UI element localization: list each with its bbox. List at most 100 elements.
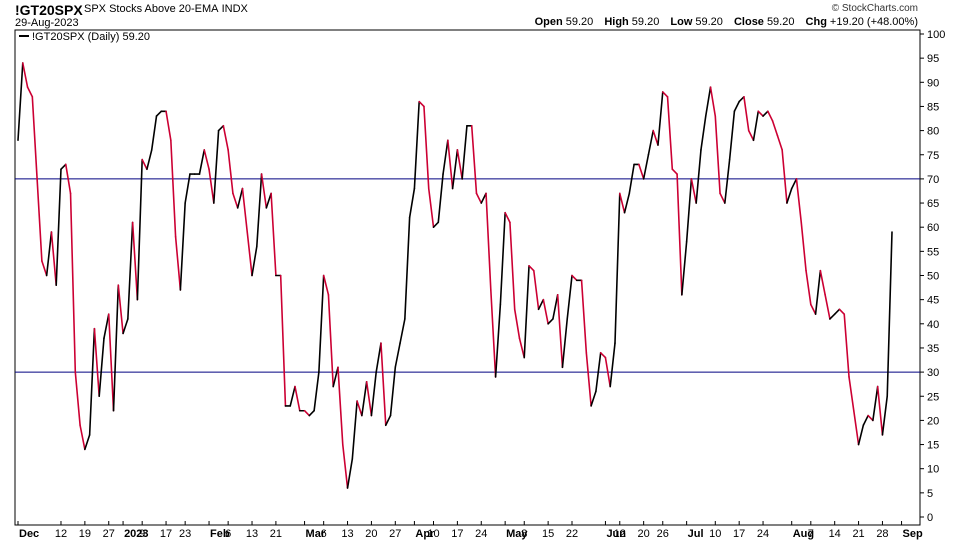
line-segment xyxy=(805,269,812,306)
line-segment xyxy=(819,269,826,296)
line-segment xyxy=(623,192,631,214)
x-tick-label: 19 xyxy=(79,528,91,540)
y-tick-label: 35 xyxy=(927,343,939,355)
x-tick-label: 6 xyxy=(321,528,327,540)
line-segment xyxy=(762,110,769,117)
x-tick-label: 17 xyxy=(451,528,463,540)
line-segment xyxy=(88,327,96,436)
line-segment xyxy=(733,100,740,113)
line-segment xyxy=(45,231,53,277)
line-segment xyxy=(652,129,659,146)
line-segment xyxy=(423,105,430,190)
y-tick-label: 25 xyxy=(927,391,939,403)
line-segment xyxy=(690,178,697,204)
line-segment xyxy=(141,158,148,171)
line-segment xyxy=(537,298,545,311)
line-segment xyxy=(547,318,554,325)
line-segment xyxy=(222,124,229,151)
x-tick-label: 7 xyxy=(808,528,814,540)
line-segment xyxy=(881,395,889,436)
line-segment xyxy=(681,240,688,296)
line-segment xyxy=(136,158,143,301)
line-segment xyxy=(571,274,578,282)
x-tick-label: 17 xyxy=(733,528,745,540)
ohlc-readout: Open 59.20 High 59.20 Low 59.20 Close 59.20 … xyxy=(527,16,918,28)
legend: !GT20SPX (Daily) 59.20 xyxy=(19,31,150,43)
line-segment xyxy=(523,265,530,359)
y-tick-label: 95 xyxy=(927,53,939,65)
line-segment xyxy=(432,221,440,228)
line-segment xyxy=(64,163,72,195)
line-segment xyxy=(308,409,315,417)
line-segment xyxy=(738,95,745,103)
line-segment xyxy=(131,221,139,301)
high-label: High xyxy=(604,16,629,28)
x-tick-label: Aug xyxy=(793,528,814,540)
line-segment xyxy=(666,95,674,171)
line-segment xyxy=(241,187,249,233)
line-segment xyxy=(60,163,67,171)
line-segment xyxy=(843,313,850,378)
x-tick-label: 24 xyxy=(475,528,487,540)
line-segment xyxy=(513,308,521,340)
line-segment xyxy=(318,274,325,373)
line-segment xyxy=(198,149,206,175)
line-segment xyxy=(170,139,177,238)
line-segment xyxy=(638,163,645,180)
line-segment xyxy=(695,149,702,204)
line-segment xyxy=(117,284,124,335)
line-segment xyxy=(580,279,588,354)
line-segment xyxy=(255,173,263,248)
x-tick-label: 21 xyxy=(270,528,282,540)
x-tick-label: 27 xyxy=(103,528,115,540)
line-segment xyxy=(728,110,736,161)
line-segment xyxy=(289,385,296,407)
x-tick-label: 26 xyxy=(657,528,669,540)
line-segment xyxy=(552,294,559,320)
y-tick-label: 70 xyxy=(927,174,939,186)
line-segment xyxy=(384,414,392,427)
line-segment xyxy=(556,294,564,369)
line-segment xyxy=(867,414,874,422)
line-segment xyxy=(442,139,449,175)
line-segment xyxy=(824,294,831,320)
line-segment xyxy=(747,129,755,142)
line-segment xyxy=(857,424,865,446)
line-segment xyxy=(542,298,549,325)
line-segment xyxy=(303,409,311,417)
x-tick-label: Feb xyxy=(210,528,230,540)
low-value: 59.20 xyxy=(695,16,723,28)
line-segment xyxy=(74,371,81,427)
high-value: 59.20 xyxy=(631,16,660,28)
y-tick-label: 100 xyxy=(927,29,945,41)
line-segment xyxy=(41,260,48,277)
line-segment xyxy=(127,221,134,320)
line-segment xyxy=(265,192,272,209)
y-tick-label: 40 xyxy=(927,319,939,331)
line-segment xyxy=(55,168,62,286)
line-segment xyxy=(685,178,693,243)
line-segment xyxy=(375,342,382,373)
line-segment xyxy=(848,376,855,412)
line-segment xyxy=(146,149,153,171)
x-tick-label: 21 xyxy=(852,528,864,540)
x-tick-label: 10 xyxy=(427,528,439,540)
line-segment xyxy=(427,187,435,228)
line-segment xyxy=(814,269,822,315)
line-segment xyxy=(838,308,846,315)
x-tick-label: 24 xyxy=(757,528,769,540)
x-tick-label: 12 xyxy=(614,528,626,540)
line-segment xyxy=(528,265,535,272)
line-segment xyxy=(480,192,487,204)
line-segment xyxy=(313,371,320,412)
line-segment xyxy=(671,168,678,175)
line-segment xyxy=(609,342,616,388)
x-tick-label: Mar xyxy=(306,528,326,540)
chg-label: Chg xyxy=(805,16,827,28)
legend-label: !GT20SPX (Daily) 59.20 xyxy=(32,31,150,43)
y-tick-label: 65 xyxy=(927,198,939,210)
line-segment xyxy=(294,385,301,412)
line-segment xyxy=(795,178,803,224)
line-segment xyxy=(122,318,129,335)
